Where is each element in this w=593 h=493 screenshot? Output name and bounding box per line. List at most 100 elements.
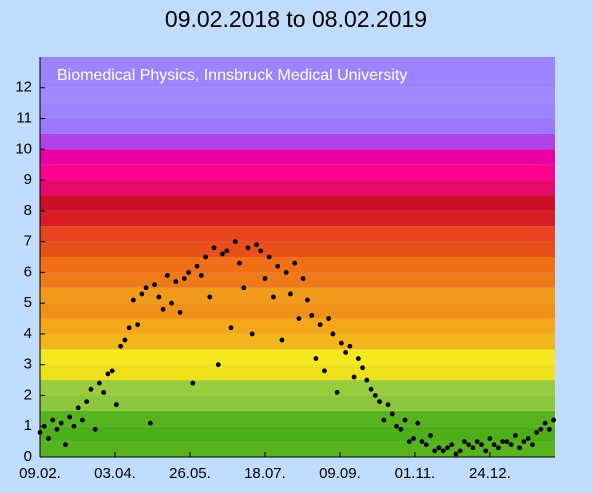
data-point (143, 285, 149, 291)
data-point (279, 337, 285, 343)
data-point (156, 294, 162, 300)
data-point (232, 239, 238, 245)
data-point (491, 442, 497, 448)
data-point (500, 439, 506, 445)
data-point (67, 414, 73, 420)
data-point (546, 426, 552, 432)
data-point (288, 291, 293, 297)
data-point (525, 436, 531, 441)
data-point (343, 349, 349, 355)
data-point (309, 313, 315, 318)
data-point (432, 448, 438, 454)
data-point (321, 368, 327, 374)
chart-title: 09.02.2018 to 08.02.2019 (165, 6, 427, 32)
data-point (466, 442, 472, 448)
x-tick-label: 03.04. (94, 465, 136, 482)
data-point (428, 433, 433, 438)
data-point (415, 420, 421, 426)
data-point (254, 242, 259, 248)
data-point (305, 297, 310, 303)
data-point (419, 439, 425, 445)
data-point (245, 245, 251, 251)
y-tick-label: 5 (24, 294, 32, 311)
data-point (449, 442, 455, 448)
uv-band (40, 333, 555, 350)
data-point (54, 426, 60, 432)
data-point (75, 405, 81, 411)
data-point (521, 439, 527, 445)
y-tick-label: 0 (24, 448, 32, 465)
data-point (130, 297, 136, 303)
data-point (266, 254, 272, 260)
data-point (152, 282, 158, 288)
data-point (292, 260, 298, 266)
data-point (355, 356, 361, 361)
uv-band (40, 287, 555, 304)
uv-band (40, 57, 555, 88)
data-point (381, 417, 387, 423)
y-tick-label: 2 (24, 386, 32, 403)
data-point (347, 343, 353, 349)
data-point (326, 316, 332, 321)
data-point (215, 362, 221, 368)
data-point (97, 380, 102, 386)
data-point (224, 248, 230, 254)
data-point (496, 445, 501, 451)
data-point (508, 442, 514, 448)
y-tick-label: 10 (15, 140, 32, 157)
data-point (334, 389, 340, 395)
data-point (262, 276, 268, 281)
data-point (105, 371, 111, 377)
data-point (351, 374, 357, 380)
data-point (389, 411, 395, 417)
uv-band (40, 180, 555, 196)
data-point (411, 436, 416, 441)
data-point (453, 451, 459, 457)
x-tick-label: 01.11. (395, 465, 436, 482)
data-point (364, 377, 370, 383)
data-point (398, 426, 404, 432)
data-point (118, 343, 124, 349)
x-tick-label: 24.12. (469, 465, 511, 482)
data-point (385, 402, 391, 408)
data-point (207, 294, 213, 300)
data-point (109, 368, 115, 374)
data-point (220, 251, 225, 257)
data-point (241, 285, 247, 291)
data-point (211, 245, 217, 251)
data-point (534, 429, 540, 435)
data-point (271, 294, 276, 300)
data-point (296, 316, 302, 321)
uv-band (40, 380, 555, 396)
data-point (275, 263, 281, 269)
uv-band (40, 149, 555, 165)
uv-band (40, 133, 555, 150)
data-point (147, 420, 153, 426)
data-point (198, 273, 204, 278)
data-point (436, 445, 442, 451)
data-point (186, 269, 191, 275)
data-point (338, 340, 344, 346)
data-point (88, 386, 94, 392)
y-tick-label: 3 (24, 356, 32, 373)
data-point (135, 322, 141, 328)
data-point (63, 442, 68, 448)
data-point (181, 276, 187, 281)
x-tick-label: 18.07. (244, 465, 286, 482)
x-tick-label: 26.05. (169, 465, 211, 482)
data-point (551, 417, 556, 423)
data-point (71, 423, 77, 429)
uv-band (40, 318, 555, 334)
data-point (479, 442, 484, 448)
data-point (504, 439, 510, 445)
data-point (139, 291, 145, 297)
data-point (228, 325, 234, 331)
data-point (37, 429, 43, 435)
data-point (423, 442, 429, 448)
data-point (190, 380, 196, 386)
data-point (101, 389, 107, 395)
data-point (160, 306, 166, 312)
uv-band (40, 272, 555, 288)
data-point (164, 273, 170, 278)
data-point (487, 436, 493, 441)
